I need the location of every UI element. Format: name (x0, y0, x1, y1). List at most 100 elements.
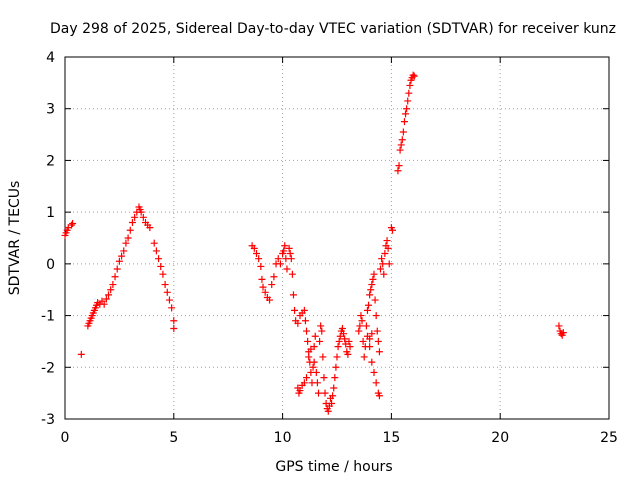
data-point (139, 213, 147, 221)
data-point (280, 247, 288, 255)
data-point (370, 270, 378, 278)
data-point (409, 71, 417, 79)
axis-ticks (64, 56, 610, 420)
data-point (394, 167, 402, 175)
data-point (163, 288, 171, 296)
data-point (255, 255, 263, 263)
chart-title: Day 298 of 2025, Sidereal Day-to-day VTE… (50, 21, 616, 37)
data-point (410, 72, 418, 80)
data-point (345, 337, 353, 345)
data-point (150, 239, 158, 247)
data-point (296, 387, 304, 395)
data-point (161, 281, 169, 289)
grid-lines (65, 57, 609, 419)
data-point (102, 295, 110, 303)
data-point (115, 257, 123, 265)
data-point (384, 244, 392, 252)
data-point (258, 275, 266, 283)
data-point (362, 322, 370, 330)
plot-frame (64, 56, 610, 420)
data-point (368, 330, 376, 338)
data-point (126, 226, 134, 234)
data-point (360, 353, 368, 361)
data-point (118, 252, 126, 260)
data-point (305, 353, 313, 361)
data-point (316, 337, 324, 345)
data-point (388, 226, 396, 234)
data-point (131, 213, 139, 221)
data-point (152, 247, 160, 255)
data-point (300, 306, 308, 314)
data-point (385, 260, 393, 268)
x-tick-label: 5 (169, 430, 178, 446)
data-point (371, 296, 379, 304)
data-point (335, 337, 343, 345)
data-point (128, 218, 136, 226)
data-point (146, 224, 154, 232)
data-point (270, 273, 278, 281)
x-axis-label: GPS time / hours (275, 459, 392, 475)
data-point (368, 281, 376, 289)
data-point (328, 399, 336, 407)
y-tick-label: 2 (46, 153, 55, 169)
data-point (366, 335, 374, 343)
x-tick-label: 20 (491, 430, 509, 446)
data-point (375, 348, 383, 356)
data-point (168, 304, 176, 312)
data-point (357, 312, 365, 320)
data-point (111, 273, 119, 281)
data-point (330, 384, 338, 392)
data-point (406, 81, 414, 89)
data-point (358, 317, 366, 325)
data-point (69, 220, 77, 228)
y-tick-label: 4 (46, 50, 55, 66)
x-tick-label: 10 (274, 430, 292, 446)
data-point (559, 329, 567, 337)
data-point (355, 327, 363, 335)
data-point (261, 288, 269, 296)
data-point (324, 407, 332, 415)
data-point (165, 296, 173, 304)
data-point (310, 358, 318, 366)
data-point (344, 350, 352, 358)
data-point (333, 353, 341, 361)
data-point (370, 368, 378, 376)
data-point (340, 330, 348, 338)
data-point (294, 319, 302, 327)
data-point (321, 389, 329, 397)
data-point (303, 327, 311, 335)
data-point (281, 242, 289, 250)
data-point (274, 255, 282, 263)
x-tick-label: 25 (600, 430, 618, 446)
data-point (320, 374, 328, 382)
data-point (379, 260, 387, 268)
data-point (363, 306, 371, 314)
data-point (346, 343, 354, 351)
data-point (304, 337, 312, 345)
data-points (61, 71, 567, 415)
data-point (311, 332, 319, 340)
data-point (329, 392, 337, 400)
data-point (300, 379, 308, 387)
data-point (68, 221, 76, 229)
data-point (266, 296, 274, 304)
data-point (137, 208, 145, 216)
data-point (309, 363, 317, 371)
data-point (313, 379, 321, 387)
data-point (373, 327, 381, 335)
data-point (397, 141, 405, 149)
data-point (286, 250, 294, 258)
data-point (334, 343, 342, 351)
y-tick-label: -3 (41, 412, 55, 428)
data-point (318, 327, 326, 335)
data-point (107, 286, 115, 294)
data-point (365, 301, 373, 309)
data-point (331, 374, 339, 382)
data-point (252, 250, 260, 258)
data-point (404, 97, 412, 105)
data-point (105, 291, 113, 299)
data-point (377, 265, 385, 273)
data-point (395, 162, 403, 170)
x-tick-label: 0 (61, 430, 70, 446)
